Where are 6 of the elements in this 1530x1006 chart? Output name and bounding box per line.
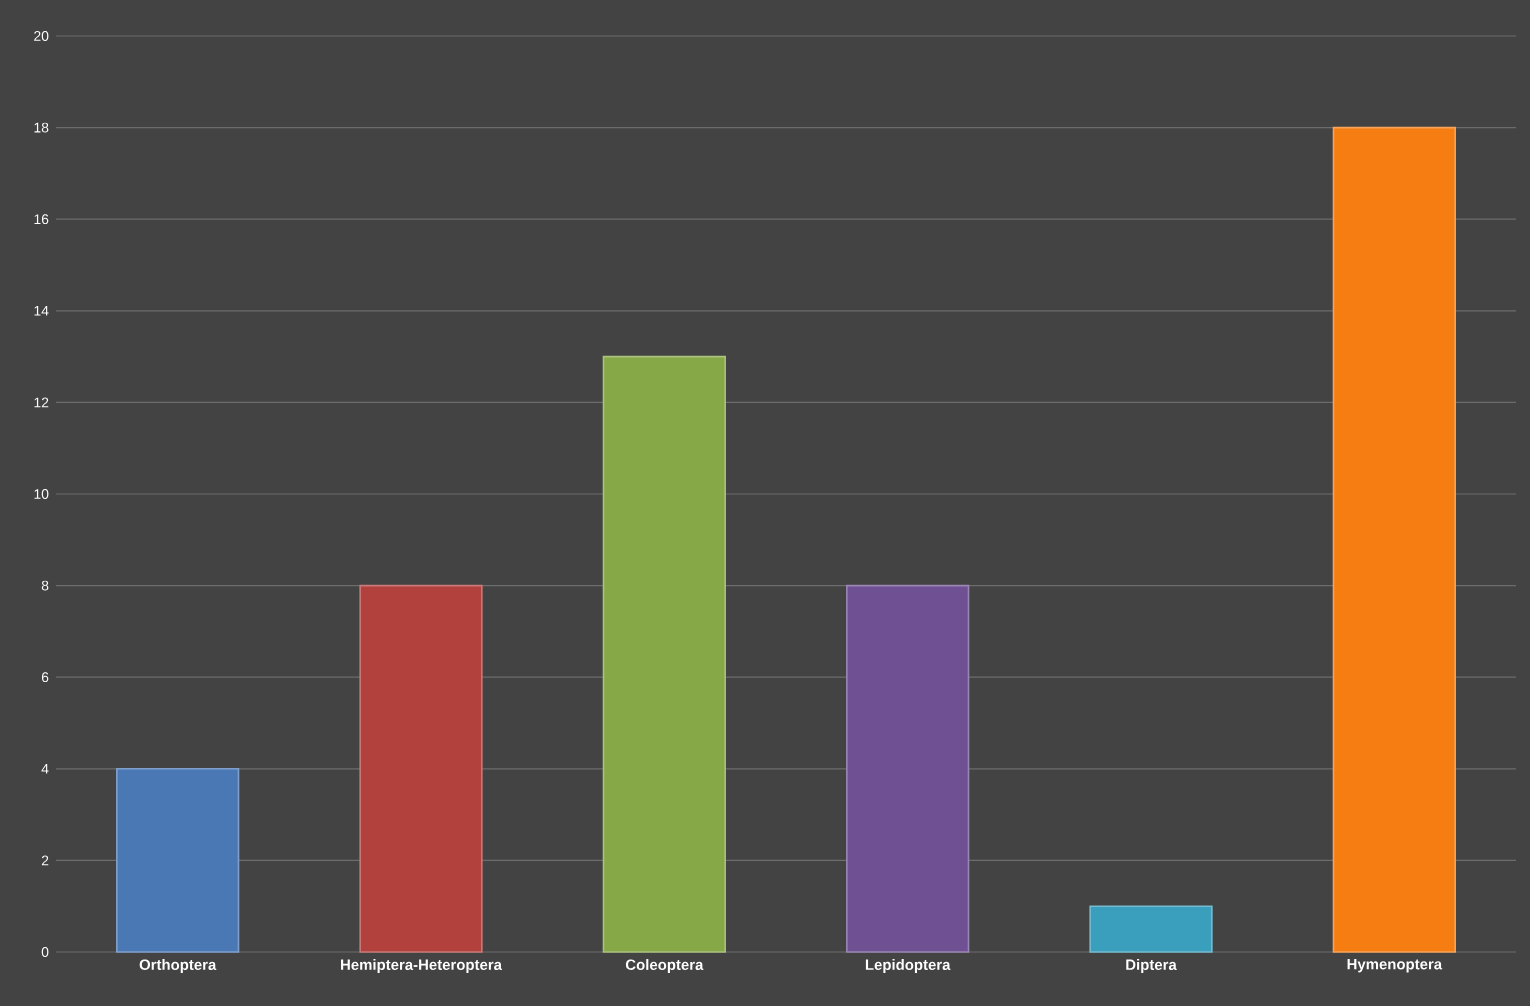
bar [602, 355, 726, 953]
bar [1332, 126, 1456, 953]
bar [359, 584, 483, 953]
bar [846, 584, 970, 953]
bar [1089, 905, 1213, 953]
bar [116, 768, 240, 953]
